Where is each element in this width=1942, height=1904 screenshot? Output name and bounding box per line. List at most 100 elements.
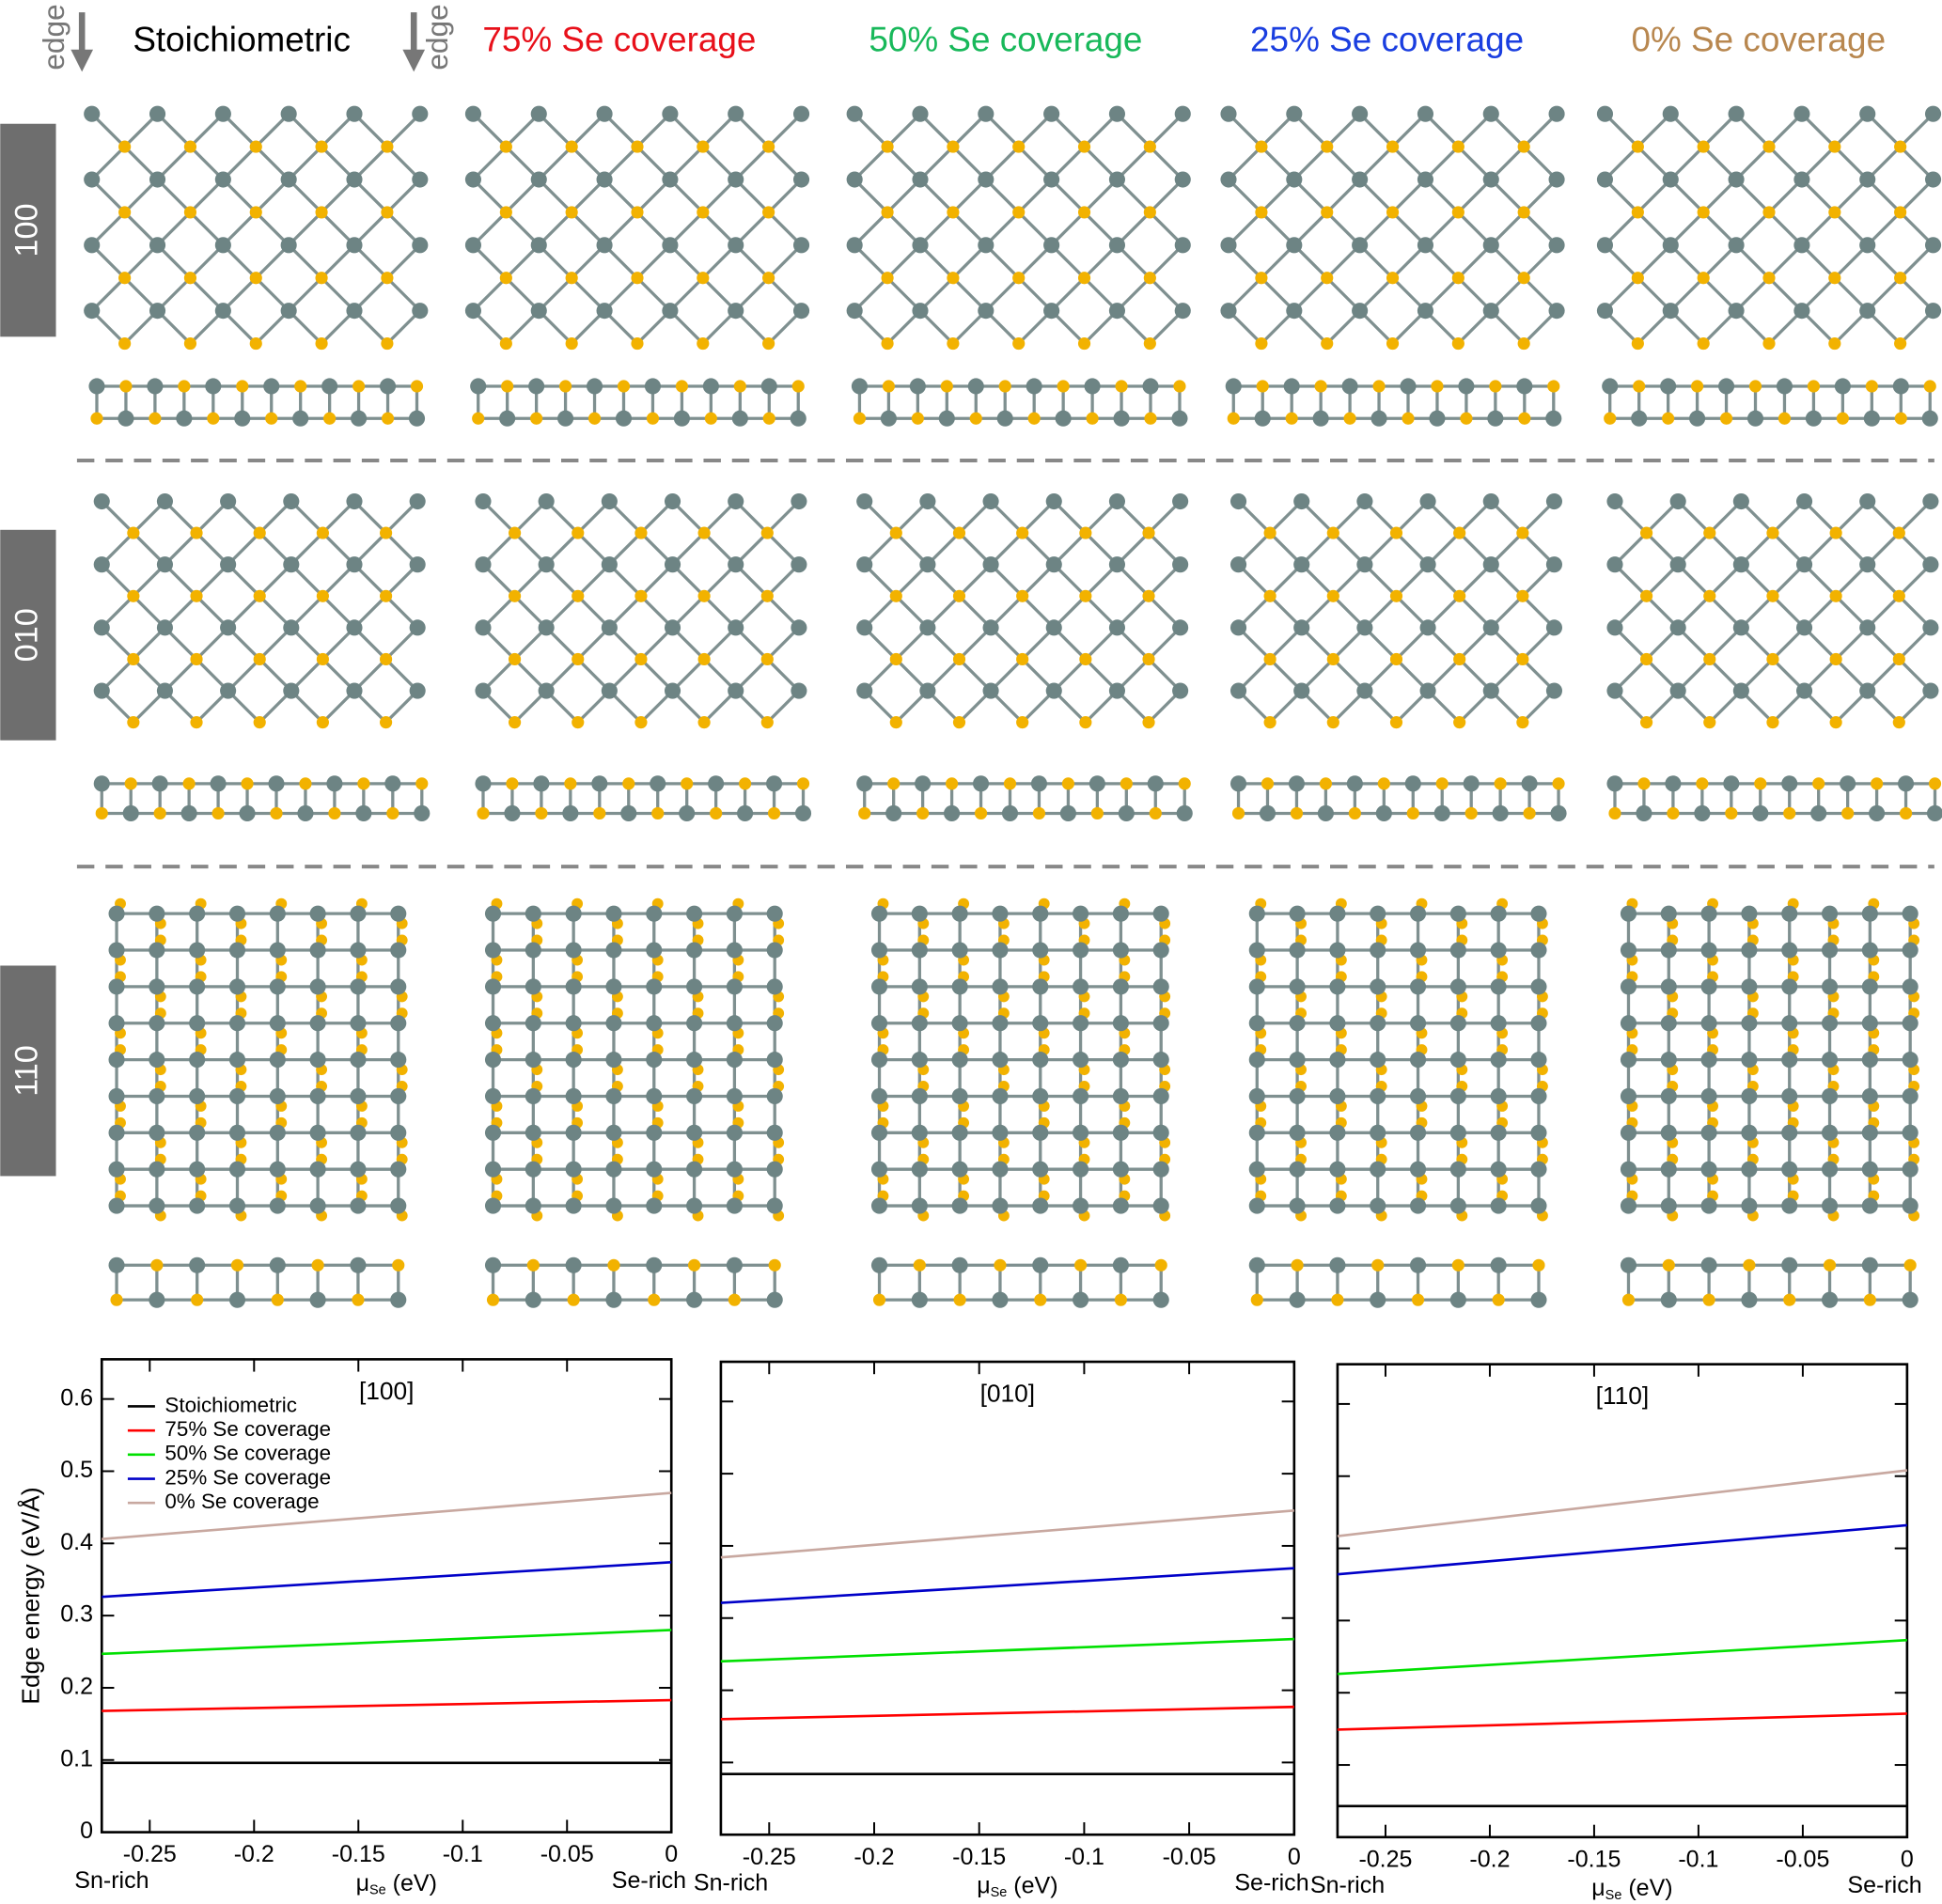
sn-atom (1805, 410, 1822, 427)
sn-atom (1793, 105, 1810, 122)
sn-atom (1821, 1087, 1839, 1105)
sn-atom (1229, 775, 1247, 792)
sn-atom (464, 105, 482, 122)
sn-atom (1289, 1052, 1306, 1069)
se-atom (1371, 1258, 1385, 1272)
sn-atom (1482, 619, 1499, 636)
se-atom (1608, 806, 1621, 820)
se-atom (508, 652, 522, 666)
sn-atom (686, 1124, 703, 1141)
sn-atom (390, 1015, 407, 1032)
sn-atom (93, 492, 110, 510)
sn-atom (1746, 410, 1764, 427)
sn-atom (1073, 1015, 1089, 1032)
sn-atom (1490, 1087, 1507, 1105)
x-axis-label-part: Se (369, 1882, 386, 1897)
se-atom (190, 716, 203, 729)
sn-atom (1861, 1015, 1878, 1032)
se-atom (1120, 777, 1133, 790)
sn-atom (646, 1256, 663, 1273)
sn-atom (1073, 1291, 1089, 1308)
sn-atom (1174, 237, 1191, 254)
se-atom (681, 777, 694, 790)
se-atom (1372, 380, 1386, 393)
se-atom (95, 806, 108, 820)
se-atom (1807, 380, 1821, 393)
sn-atom (84, 171, 101, 188)
sn-atom (596, 237, 613, 254)
sn-atom (1329, 1124, 1346, 1141)
sn-atom (84, 105, 101, 122)
sn-atom (1636, 804, 1652, 822)
sn-atom (1045, 556, 1062, 573)
sn-atom (1660, 1015, 1677, 1032)
se-atom (1326, 716, 1339, 729)
se-atom (530, 412, 543, 425)
sn-atom (1660, 1087, 1677, 1105)
sn-atom (390, 942, 407, 959)
sn-atom (1490, 978, 1507, 995)
sn-atom (390, 978, 407, 995)
x-axis-label-part: (eV) (386, 1870, 437, 1896)
sn-atom (1073, 978, 1089, 995)
sn-atom (475, 775, 492, 792)
sn-atom (1084, 378, 1101, 395)
sn-atom (1108, 682, 1126, 699)
sn-atom (766, 1161, 783, 1178)
sn-atom (726, 1015, 743, 1032)
y-tick-label: 0.3 (60, 1601, 93, 1628)
sn-atom (1329, 942, 1346, 959)
sn-atom (156, 619, 174, 636)
sn-atom (1781, 1124, 1798, 1141)
se-atom (952, 526, 966, 539)
sn-atom (1492, 804, 1509, 822)
sn-atom (1821, 1015, 1839, 1032)
se-atom (998, 380, 1011, 393)
sn-atom (1286, 237, 1303, 254)
sn-atom (1530, 1015, 1547, 1032)
sn-atom (1289, 1197, 1306, 1214)
se-atom (352, 1293, 365, 1306)
sn-atom (1728, 303, 1745, 320)
se-atom (535, 806, 548, 820)
sn-atom (1356, 682, 1373, 699)
se-atom (1494, 777, 1507, 790)
structure-side-view (1229, 775, 1567, 822)
se-atom (486, 1293, 500, 1306)
se-atom (381, 140, 394, 153)
sn-atom (1449, 1197, 1466, 1214)
se-atom (178, 380, 191, 393)
se-atom (1386, 140, 1400, 153)
sn-atom (525, 1161, 541, 1178)
sn-atom (686, 1052, 703, 1069)
x-tick-label: -0.1 (443, 1841, 483, 1867)
sn-atom (1861, 905, 1878, 922)
sn-atom (615, 410, 633, 427)
sn-atom (1665, 775, 1682, 792)
sn-atom (1810, 804, 1827, 822)
sn-atom (992, 1291, 1009, 1308)
sn-atom (1732, 619, 1749, 636)
sn-atom (108, 1161, 125, 1178)
sn-atom (1924, 303, 1942, 320)
se-atom (760, 652, 774, 666)
sn-atom (1834, 378, 1851, 395)
se-atom (1703, 526, 1716, 539)
sn-atom (1776, 378, 1793, 395)
sn-atom (1108, 303, 1126, 320)
structure-top-view (93, 492, 426, 729)
sn-atom (1370, 905, 1386, 922)
sn-atom (1700, 978, 1717, 995)
se-atom (415, 777, 429, 790)
se-atom (190, 652, 203, 666)
sn-atom (992, 1161, 1009, 1178)
sn-atom (1449, 1015, 1466, 1032)
sn-atom (1370, 410, 1387, 427)
se-atom (499, 140, 512, 153)
se-atom (1703, 716, 1716, 729)
sn-atom (525, 905, 541, 922)
sn-atom (530, 105, 547, 122)
sn-atom (686, 1087, 703, 1105)
sn-atom (1689, 410, 1706, 427)
se-atom (1517, 336, 1530, 351)
